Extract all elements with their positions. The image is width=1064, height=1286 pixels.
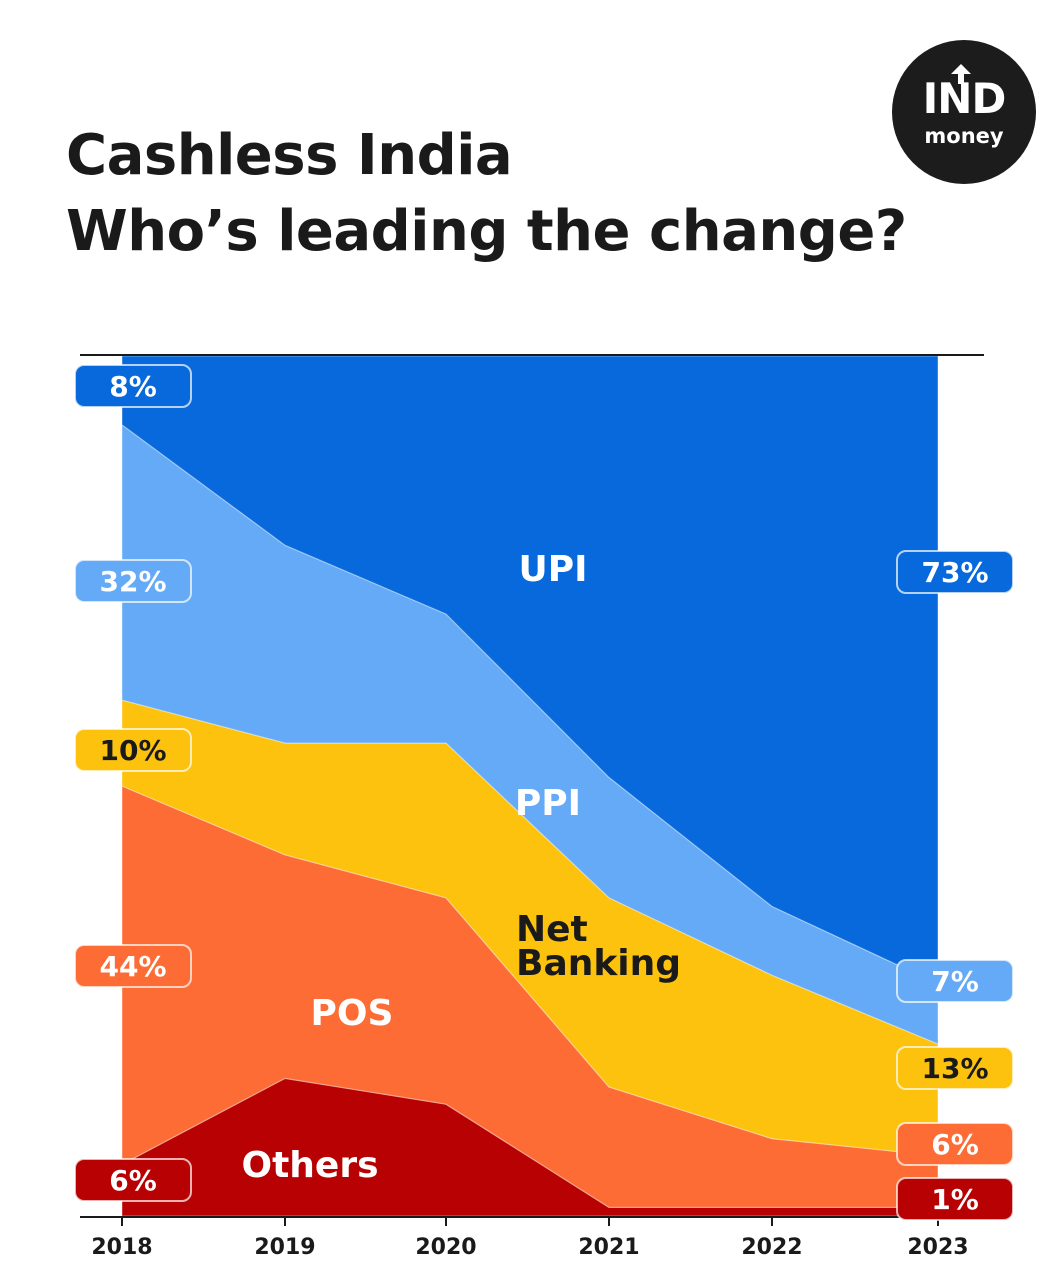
start-label-ppi: 32% bbox=[99, 565, 166, 598]
start-label-net-banking: 10% bbox=[99, 734, 166, 767]
area-label-net-banking: Net Banking bbox=[516, 909, 681, 984]
chart-title: Cashless India Who’s leading the change? bbox=[66, 118, 907, 270]
area-label-upi: UPI bbox=[518, 549, 587, 590]
end-label-net-banking: 13% bbox=[921, 1052, 988, 1085]
logo-text-money: money bbox=[924, 124, 1004, 148]
start-label-upi-pill bbox=[74, 364, 192, 408]
x-tick-label: 2020 bbox=[415, 1235, 476, 1260]
end-label-net-banking-pill bbox=[896, 1046, 1014, 1090]
end-label-upi: 73% bbox=[921, 556, 988, 589]
start-label-net-banking-pill bbox=[74, 728, 192, 772]
ind-money-logo: IND money bbox=[892, 40, 1036, 184]
start-label-pos-pill bbox=[74, 944, 192, 988]
x-tick-label: 2021 bbox=[578, 1235, 639, 1260]
end-label-ppi: 7% bbox=[931, 965, 979, 998]
area-label-pos: POS bbox=[311, 993, 394, 1034]
title-line-2: Who’s leading the change? bbox=[66, 199, 907, 264]
x-tick-label: 2023 bbox=[907, 1235, 968, 1260]
area-label-others: Others bbox=[241, 1145, 378, 1186]
x-tick-label: 2019 bbox=[254, 1235, 315, 1260]
start-label-others-pill bbox=[74, 1158, 192, 1202]
end-label-ppi-pill bbox=[896, 959, 1014, 1003]
end-label-others-pill bbox=[896, 1177, 1014, 1221]
start-label-upi: 8% bbox=[109, 370, 157, 403]
end-label-others: 1% bbox=[931, 1183, 979, 1216]
end-label-upi-pill bbox=[896, 550, 1014, 594]
area-label-ppi: PPI bbox=[515, 783, 581, 824]
start-label-ppi-pill bbox=[74, 559, 192, 603]
end-label-pos-pill bbox=[896, 1122, 1014, 1166]
arrow-up-icon bbox=[951, 64, 971, 84]
logo-text-ind: IND bbox=[922, 74, 1007, 123]
end-label-pos: 6% bbox=[931, 1128, 979, 1161]
title-line-1: Cashless India bbox=[66, 123, 513, 188]
x-tick-label: 2022 bbox=[741, 1235, 802, 1260]
start-label-others: 6% bbox=[109, 1164, 157, 1197]
start-label-pos: 44% bbox=[99, 950, 166, 983]
x-tick-label: 2018 bbox=[91, 1235, 152, 1260]
